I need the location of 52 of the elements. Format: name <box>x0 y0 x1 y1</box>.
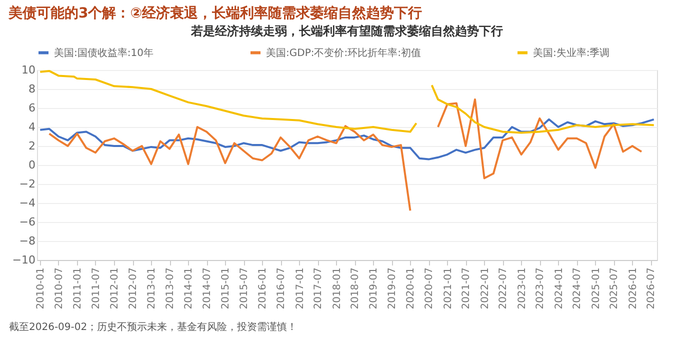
y-tick-label: −2 <box>19 178 36 190</box>
y-tick-label: 0 <box>28 158 36 172</box>
x-tick-label: 2013-07 <box>165 268 176 310</box>
y-tick-label: 10 <box>22 64 36 76</box>
text: 截至2026-09-02；历史不预示未来，基金有风险，投资需谨慎！ <box>9 321 298 333</box>
x-tick-label: 2023-01 <box>516 268 528 310</box>
y-tick-label: 4 <box>28 120 36 134</box>
x-tick-label: 2011-01 <box>72 268 84 310</box>
x-tick-label: 2026-07 <box>646 268 658 310</box>
x-tick-label: 2025-01 <box>590 268 602 310</box>
y-tick-label: 6 <box>28 102 36 114</box>
x-tick-label: 2018-01 <box>332 268 343 310</box>
x-tick-label: 2020-07 <box>424 268 436 310</box>
x-tick-label: 2017-01 <box>294 268 306 310</box>
y-tick-label: 2 <box>28 140 36 152</box>
x-tick-label: 2021-01 <box>442 268 454 310</box>
x-tick-label: 2019-07 <box>387 268 398 310</box>
legend-label: 美国:国债收益率:10年 <box>54 46 154 59</box>
y-tick-label: −4 <box>19 196 36 210</box>
x-tick-label: 2018-07 <box>350 268 362 310</box>
x-tick-label: 2013-01 <box>146 268 158 310</box>
x-tick-label: 2014-07 <box>202 268 214 310</box>
x-tick-label: 2022-07 <box>498 268 510 310</box>
x-tick-label: 2026-01 <box>628 268 639 310</box>
line-series <box>39 118 655 160</box>
y-tick-label: −8 <box>19 234 36 248</box>
x-tick-label: 2016-07 <box>276 268 288 310</box>
x-tick-label: 2011-07 <box>90 268 102 310</box>
x-tick-label: 2023-07 <box>535 268 546 310</box>
legend-label: 美国:失业率:季调 <box>533 46 610 59</box>
x-tick-label: 2012-07 <box>128 268 140 310</box>
x-tick-label: 2024-01 <box>554 268 565 310</box>
legend-label: 美国:GDP:不变价:环比折年率:初值 <box>266 46 421 59</box>
x-tick-label: 2015-01 <box>220 268 232 310</box>
x-tick-label: 2019-01 <box>368 268 380 310</box>
x-tick-label: 2010-01 <box>36 268 47 310</box>
y-tick-label: −10 <box>12 254 36 266</box>
x-tick-label: 2016-01 <box>258 268 269 310</box>
x-tick-label: 2021-07 <box>461 268 472 310</box>
x-tick-label: 2017-07 <box>313 268 324 310</box>
x-tick-label: 2014-01 <box>184 268 195 310</box>
x-tick-label: 2024-07 <box>572 268 584 310</box>
x-tick-label: 2025-07 <box>609 268 620 310</box>
chart-subtitle: 若是经济持续走弱，长端利率有望随需求萎缩自然趋势下行 <box>190 24 503 38</box>
chart-title: 美债可能的3个解：②经济衰退，长端利率随需求萎缩自然趋势下行 <box>8 4 422 22</box>
x-tick-label: 2012-01 <box>110 268 121 310</box>
x-tick-label: 2022-01 <box>480 268 491 310</box>
x-tick-label: 2015-07 <box>239 268 250 310</box>
x-tick-label: 2020-01 <box>406 268 417 310</box>
y-tick-label: −6 <box>19 216 36 228</box>
y-tick-label: 8 <box>28 82 36 96</box>
x-tick-label: 2010-07 <box>54 268 65 310</box>
